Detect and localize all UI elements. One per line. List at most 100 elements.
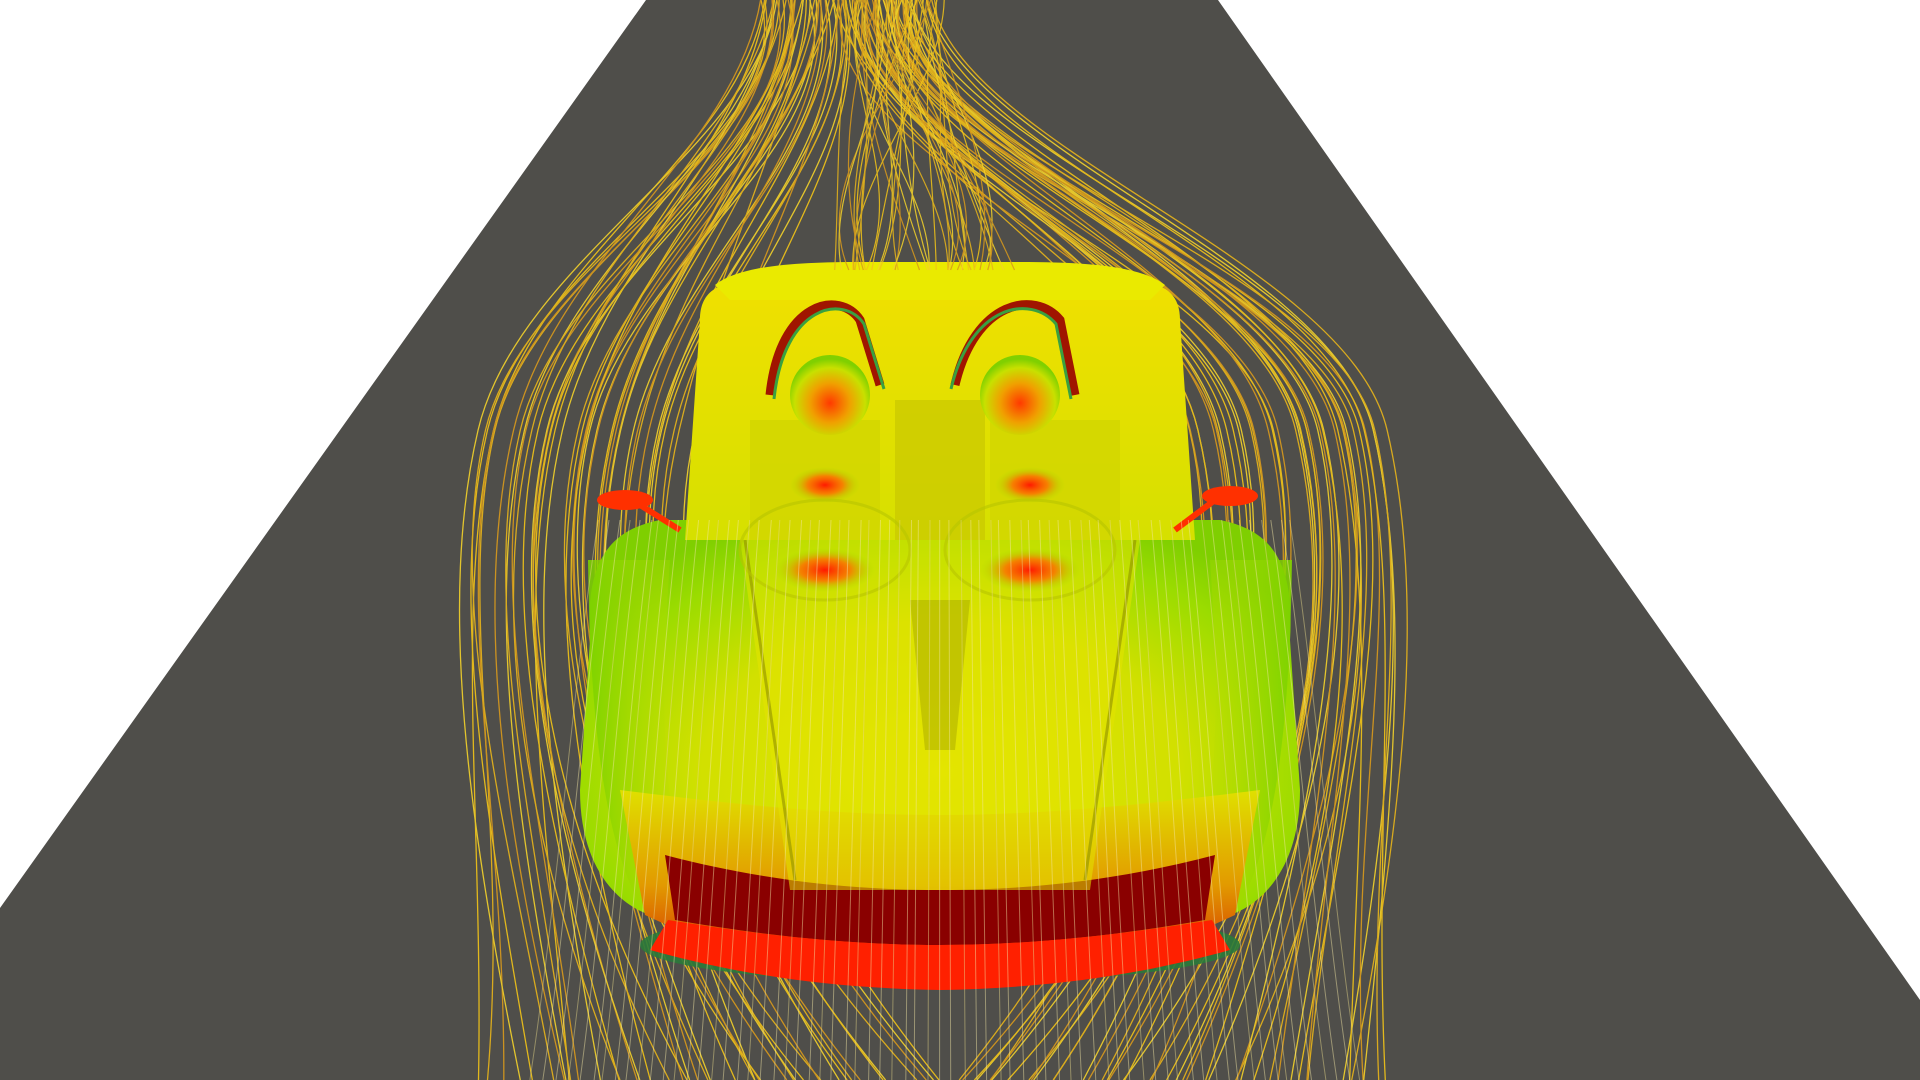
streamline [904, 0, 1392, 1080]
streamline [1170, 519, 1218, 1080]
streamline [1150, 519, 1194, 1080]
streamline [1210, 519, 1266, 1080]
streamline [532, 0, 774, 1080]
streamline [838, 0, 932, 271]
streamline [530, 0, 811, 1080]
mirror-right [1173, 486, 1258, 533]
streamline [863, 0, 968, 271]
streamline [927, 519, 931, 1080]
streamline [970, 519, 978, 1080]
streamline [948, 519, 952, 1080]
streamline [856, 0, 918, 271]
streamline [1129, 519, 1169, 1080]
streamline [567, 519, 631, 1080]
streamline [960, 519, 966, 1080]
streamline [819, 519, 841, 1080]
streamline [891, 519, 901, 1080]
streamline [784, 519, 812, 1080]
streamline [852, 0, 945, 271]
streamline [614, 519, 670, 1080]
streamline [543, 0, 775, 1080]
streamline [535, 0, 804, 1080]
streamline [978, 519, 988, 1080]
streamline [861, 0, 960, 271]
streamline [1088, 519, 1120, 1080]
streamline [921, 0, 1005, 271]
streamline [1069, 519, 1097, 1080]
streamline [935, 0, 982, 271]
streamline [1137, 519, 1179, 1080]
streamline [579, 519, 641, 1080]
streamline [458, 0, 778, 1080]
streamline [1109, 519, 1145, 1080]
streamline [834, 0, 857, 271]
streamline [1221, 519, 1279, 1080]
streamline [913, 519, 919, 1080]
streamline [909, 0, 1374, 1080]
streamlines-front [529, 0, 1361, 1080]
streamline [997, 519, 1011, 1080]
streamline [686, 519, 730, 1080]
streamline [637, 519, 690, 1080]
streamline [860, 0, 921, 271]
streamline [1159, 519, 1205, 1080]
streamline [470, 0, 780, 1080]
streamline [511, 0, 781, 1080]
streamline [844, 519, 862, 1080]
streamline [990, 519, 1002, 1080]
streamline [887, 0, 1368, 1080]
streamline [1080, 519, 1110, 1080]
streamline [1201, 519, 1255, 1080]
streamline [919, 0, 972, 271]
streamline [854, 0, 868, 271]
streamline [1261, 519, 1327, 1080]
streamline [601, 519, 659, 1080]
streamline [866, 0, 901, 271]
streamline [913, 0, 1357, 1080]
streamline [871, 0, 924, 271]
streamline [926, 0, 1386, 1080]
streamline [838, 0, 884, 271]
streamline [902, 0, 1363, 1080]
cockpit [685, 262, 1195, 602]
streamline [1119, 519, 1157, 1080]
streamline [673, 519, 719, 1080]
streamline [494, 0, 762, 1080]
streamline [847, 0, 878, 271]
streamline [697, 519, 739, 1080]
streamline [931, 0, 1408, 1080]
streamline [737, 519, 772, 1080]
streamline [1187, 519, 1239, 1080]
streamline [905, 519, 912, 1080]
streamline [522, 0, 792, 1080]
streamline [1057, 519, 1083, 1080]
streamline [512, 0, 775, 1080]
streamline [1039, 519, 1060, 1080]
streamline [907, 0, 954, 271]
streamline [854, 0, 930, 271]
streamline [868, 519, 881, 1080]
streamline [876, 0, 929, 271]
streamline [1249, 519, 1312, 1080]
streamline [1228, 519, 1288, 1080]
streamline [879, 519, 891, 1080]
streamline [808, 519, 832, 1080]
streamline [853, 0, 881, 271]
streamline [593, 519, 653, 1080]
streamline [479, 0, 768, 1080]
streamline [471, 0, 765, 1080]
streamline [625, 519, 679, 1080]
streamline [529, 519, 599, 1080]
streamline [861, 0, 949, 271]
streamline [854, 519, 870, 1080]
streamline [722, 519, 760, 1080]
streamline [902, 0, 1336, 1080]
streamline [925, 0, 1396, 1080]
streamline [926, 0, 938, 271]
streamline [773, 519, 803, 1080]
streamline [860, 0, 880, 271]
streamline [895, 0, 1362, 1080]
streamline [747, 519, 781, 1080]
